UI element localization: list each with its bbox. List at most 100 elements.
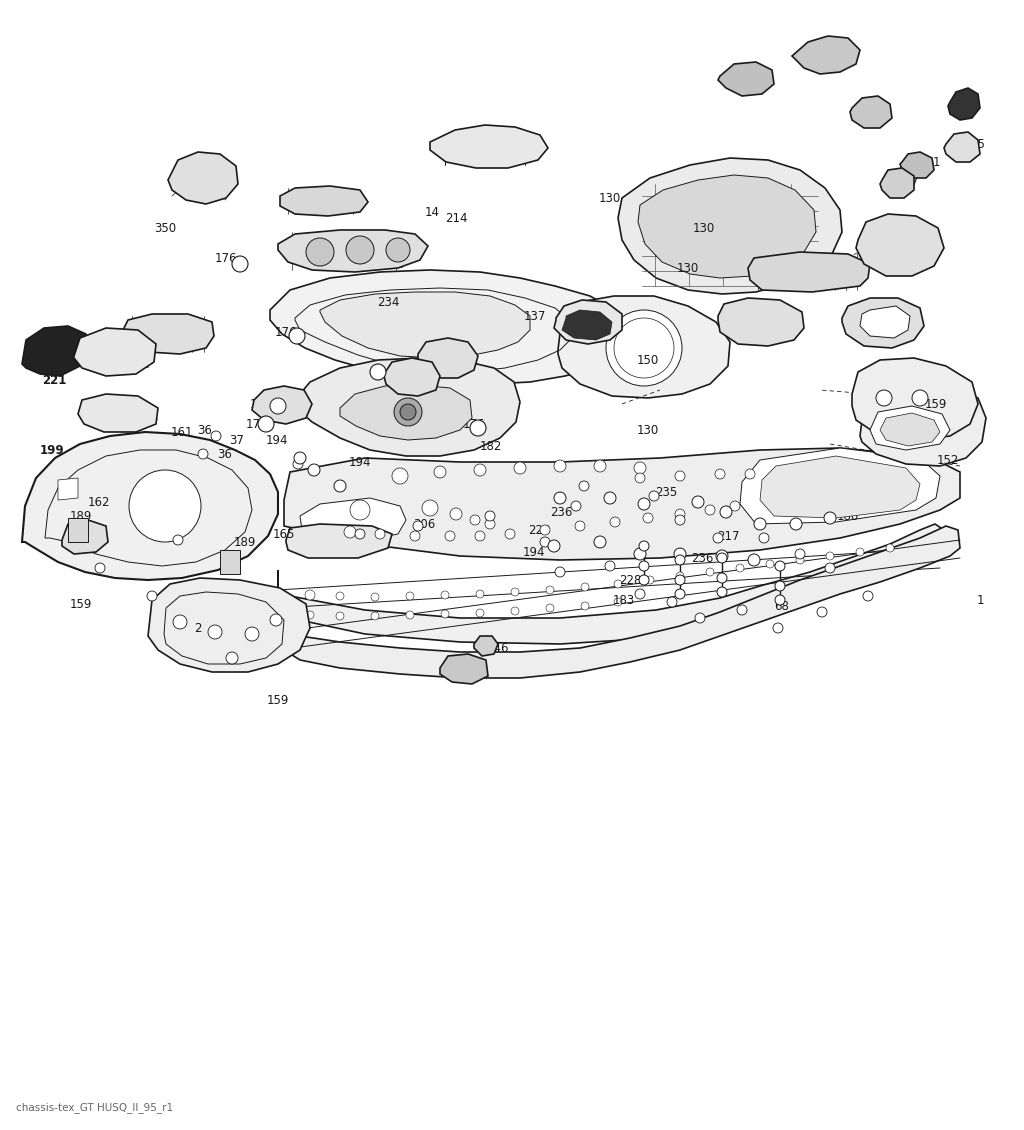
Polygon shape	[618, 158, 842, 294]
Circle shape	[675, 471, 685, 481]
Circle shape	[639, 541, 649, 551]
Circle shape	[594, 460, 606, 472]
Circle shape	[775, 581, 785, 591]
Text: 37: 37	[229, 434, 245, 446]
Text: 25: 25	[971, 139, 985, 151]
Circle shape	[649, 492, 659, 501]
Circle shape	[370, 364, 386, 380]
Text: 2: 2	[195, 622, 202, 635]
Circle shape	[540, 525, 550, 534]
Text: 125: 125	[459, 666, 481, 678]
Polygon shape	[852, 358, 978, 440]
Circle shape	[675, 555, 685, 565]
Circle shape	[706, 568, 714, 576]
Circle shape	[245, 627, 259, 641]
Polygon shape	[220, 550, 240, 574]
Text: 182: 182	[480, 440, 502, 452]
Polygon shape	[62, 520, 108, 554]
Circle shape	[715, 469, 725, 479]
Circle shape	[639, 575, 649, 585]
Text: 178: 178	[137, 333, 159, 347]
Text: 15: 15	[813, 45, 827, 59]
Text: 335: 335	[587, 319, 609, 331]
Circle shape	[441, 610, 449, 618]
Text: 159: 159	[267, 694, 289, 706]
Text: 306: 306	[413, 519, 435, 531]
Circle shape	[355, 529, 365, 539]
Circle shape	[737, 605, 746, 615]
Circle shape	[555, 567, 565, 577]
Circle shape	[406, 611, 414, 619]
Text: 217: 217	[717, 530, 739, 542]
Circle shape	[720, 506, 732, 518]
Text: 235: 235	[655, 486, 677, 498]
Circle shape	[258, 416, 274, 432]
Circle shape	[717, 553, 727, 563]
Text: 14: 14	[425, 207, 439, 219]
Circle shape	[346, 236, 374, 264]
Text: 189: 189	[233, 536, 256, 548]
Polygon shape	[860, 384, 986, 466]
Polygon shape	[295, 358, 520, 457]
Circle shape	[344, 525, 356, 538]
Text: 350: 350	[154, 221, 176, 235]
Polygon shape	[900, 153, 934, 179]
Circle shape	[173, 534, 183, 545]
Circle shape	[716, 550, 728, 562]
Polygon shape	[276, 525, 961, 678]
Circle shape	[505, 529, 515, 539]
Text: 130: 130	[637, 424, 659, 436]
Circle shape	[675, 589, 685, 599]
Text: 206: 206	[297, 242, 319, 254]
Circle shape	[211, 431, 221, 441]
Text: 137: 137	[524, 310, 546, 322]
Circle shape	[554, 492, 566, 504]
Circle shape	[450, 508, 462, 520]
Polygon shape	[880, 412, 940, 446]
Circle shape	[336, 612, 344, 620]
Text: 1: 1	[976, 593, 984, 607]
Circle shape	[289, 328, 305, 344]
Text: 194: 194	[522, 546, 545, 558]
Circle shape	[639, 560, 649, 571]
Circle shape	[129, 470, 201, 542]
Circle shape	[232, 257, 248, 272]
Circle shape	[790, 518, 802, 530]
Polygon shape	[850, 96, 892, 128]
Circle shape	[717, 586, 727, 597]
Text: 150: 150	[637, 355, 659, 367]
Circle shape	[676, 572, 684, 580]
Circle shape	[476, 590, 484, 598]
Circle shape	[413, 521, 423, 531]
Circle shape	[736, 564, 744, 572]
Polygon shape	[22, 325, 90, 376]
Text: 183: 183	[613, 593, 635, 607]
Text: 165: 165	[272, 529, 295, 541]
Circle shape	[375, 529, 385, 539]
Polygon shape	[384, 358, 440, 395]
Text: 194: 194	[349, 455, 372, 469]
Circle shape	[350, 499, 370, 520]
Circle shape	[147, 591, 157, 601]
Circle shape	[548, 540, 560, 551]
Circle shape	[554, 460, 566, 472]
Circle shape	[634, 462, 646, 473]
Circle shape	[825, 563, 835, 573]
Text: 208: 208	[737, 66, 759, 78]
Circle shape	[614, 580, 622, 588]
Circle shape	[470, 515, 480, 525]
Text: 234: 234	[377, 296, 399, 308]
Text: 159: 159	[70, 599, 92, 611]
Text: 130: 130	[677, 261, 699, 275]
Circle shape	[208, 625, 222, 638]
Polygon shape	[78, 394, 158, 432]
Polygon shape	[718, 62, 774, 96]
Text: 204: 204	[469, 141, 492, 155]
Circle shape	[606, 310, 682, 386]
Circle shape	[445, 531, 455, 541]
Circle shape	[579, 481, 589, 492]
Text: 68: 68	[774, 600, 790, 612]
Circle shape	[334, 480, 346, 492]
Polygon shape	[554, 299, 622, 344]
Circle shape	[540, 537, 550, 547]
